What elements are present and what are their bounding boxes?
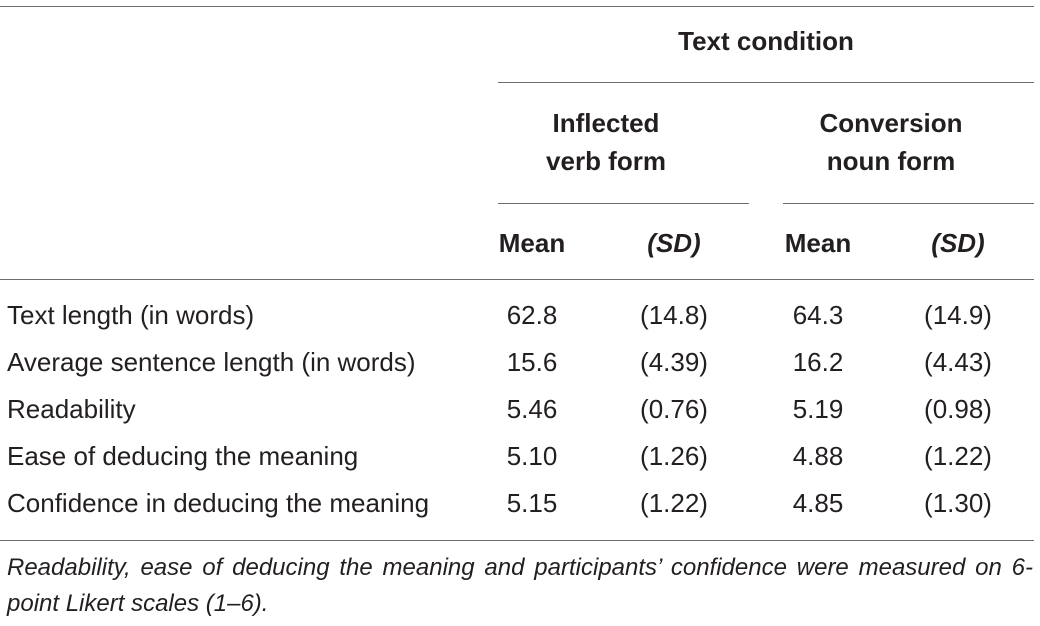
row-label-average-sentence-length: Average sentence length (in words) — [7, 347, 416, 377]
cell-sd-1: (1.26) — [640, 441, 708, 471]
subgroup-header-conversion-line1: Conversion — [819, 108, 963, 138]
cell-mean-1: 62.8 — [506, 300, 558, 330]
group-header: Text condition — [678, 26, 854, 56]
cell-sd-2: (14.9) — [924, 300, 992, 330]
cell-mean-2: 5.19 — [792, 394, 844, 424]
cell-mean-1: 5.10 — [506, 441, 558, 471]
cell-sd-2: (0.98) — [924, 394, 992, 424]
col-header-sd-1: (SD) — [647, 228, 701, 258]
header-bottom-rule — [0, 279, 1034, 280]
subgroup-header-conversion-line2: noun form — [826, 146, 956, 176]
group-rule — [498, 82, 1034, 83]
cell-sd-1: (0.76) — [640, 394, 708, 424]
cell-mean-2: 16.2 — [792, 347, 844, 377]
subgroup-header-inflected-line1: Inflected — [552, 108, 660, 138]
col-header-sd-2: (SD) — [931, 228, 985, 258]
cell-mean-1: 5.15 — [506, 488, 558, 518]
top-rule — [0, 6, 1034, 7]
col-header-mean-1: Mean — [498, 228, 566, 258]
cell-sd-1: (14.8) — [640, 300, 708, 330]
cell-mean-2: 64.3 — [792, 300, 844, 330]
row-label-ease-of-deducing: Ease of deducing the meaning — [7, 441, 359, 471]
subgroup-rule-right — [783, 203, 1034, 204]
table-bottom-rule — [0, 540, 1034, 541]
cell-sd-2: (1.30) — [924, 488, 992, 518]
cell-sd-1: (1.22) — [640, 488, 708, 518]
table-footnote: Readability, ease of deducing the meanin… — [7, 554, 1033, 617]
cell-sd-2: (4.43) — [924, 347, 992, 377]
cell-mean-2: 4.85 — [792, 488, 844, 518]
subgroup-rule-left — [498, 203, 749, 204]
row-label-text-length: Text length (in words) — [7, 300, 255, 330]
cell-mean-2: 4.88 — [792, 441, 844, 471]
cell-sd-1: (4.39) — [640, 347, 708, 377]
cell-mean-1: 5.46 — [506, 394, 558, 424]
subgroup-header-inflected-line2: verb form — [546, 146, 666, 176]
row-label-readability: Readability — [7, 394, 136, 424]
cell-sd-2: (1.22) — [924, 441, 992, 471]
cell-mean-1: 15.6 — [506, 347, 558, 377]
col-header-mean-2: Mean — [784, 228, 852, 258]
row-label-confidence: Confidence in deducing the meaning — [7, 488, 430, 518]
